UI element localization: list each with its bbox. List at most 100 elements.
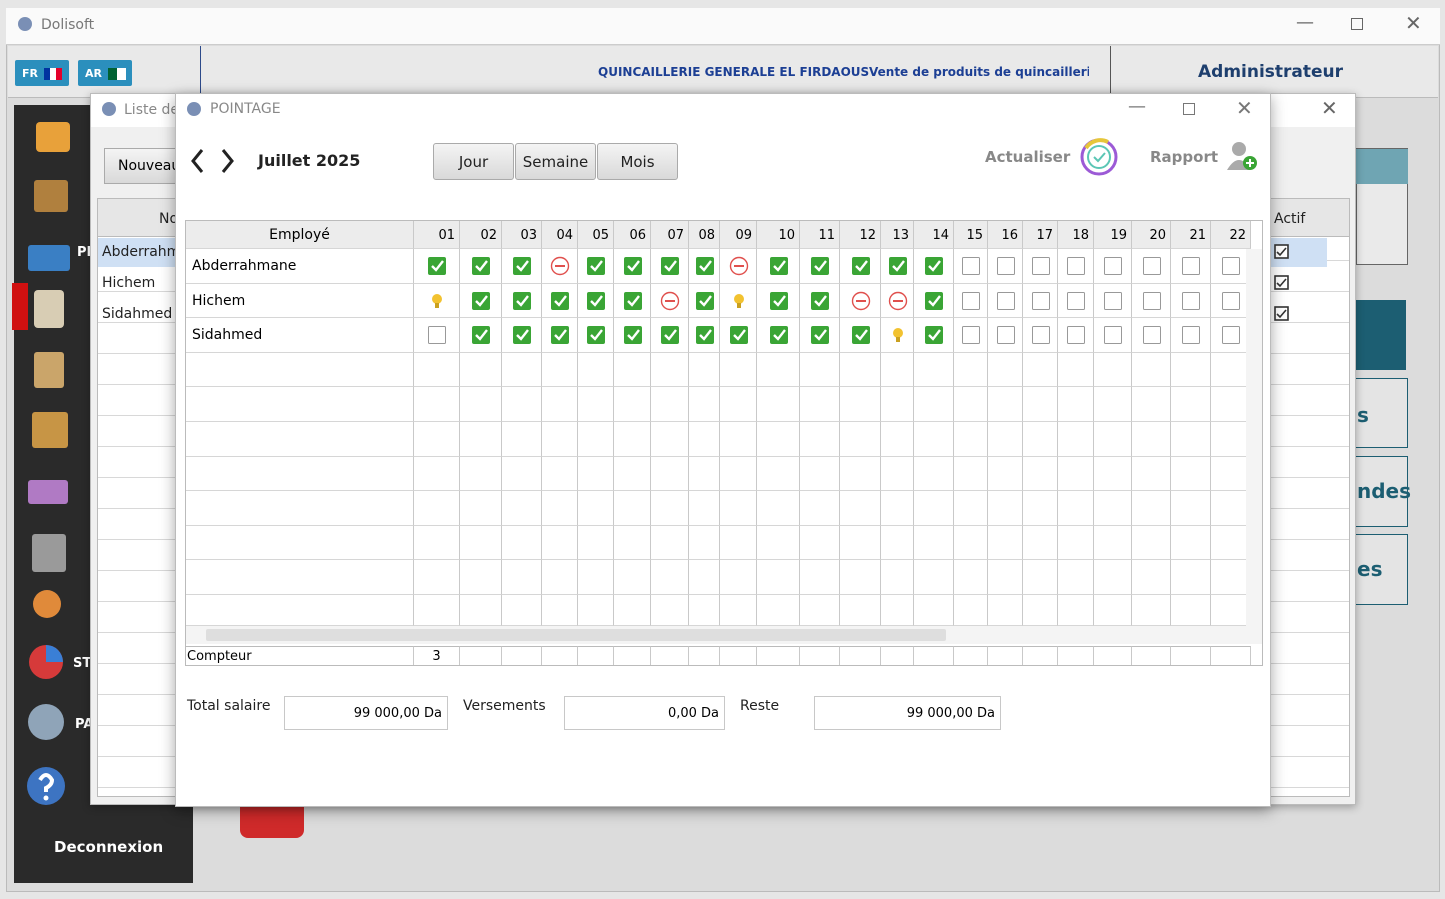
day-cell[interactable] (1058, 249, 1094, 284)
employee-cell[interactable]: Sidahmed (186, 318, 414, 353)
status-icon[interactable] (586, 256, 606, 276)
day-cell[interactable] (988, 318, 1023, 353)
status-icon[interactable] (1221, 256, 1241, 276)
status-icon[interactable] (1142, 325, 1162, 345)
status-icon[interactable] (512, 291, 532, 311)
day-cell[interactable] (578, 318, 614, 353)
day-cell[interactable] (502, 249, 542, 284)
status-icon[interactable] (1031, 325, 1051, 345)
h-scroll-thumb[interactable] (206, 629, 946, 641)
minimize[interactable]: — (1296, 12, 1314, 33)
day-cell[interactable] (414, 318, 460, 353)
status-icon[interactable] (550, 256, 570, 276)
status-icon[interactable] (729, 291, 749, 311)
status-icon[interactable] (660, 256, 680, 276)
day-cell[interactable] (881, 283, 914, 319)
status-icon[interactable] (586, 291, 606, 311)
day-cell[interactable] (988, 249, 1023, 284)
view-button[interactable]: Mois (597, 143, 678, 180)
status-icon[interactable] (695, 325, 715, 345)
day-cell[interactable] (800, 318, 840, 353)
day-cell[interactable] (840, 249, 881, 284)
status-icon[interactable] (1103, 256, 1123, 276)
status-icon[interactable] (695, 256, 715, 276)
status-icon[interactable] (1221, 291, 1241, 311)
lang-fr[interactable]: FR (15, 60, 69, 86)
status-icon[interactable] (1142, 291, 1162, 311)
status-icon[interactable] (550, 291, 570, 311)
day-cell[interactable] (542, 283, 578, 319)
list-row[interactable]: Abderrahm (102, 244, 181, 260)
day-cell[interactable] (1094, 318, 1132, 353)
month-nav[interactable] (187, 147, 247, 175)
view-button[interactable]: Semaine (515, 143, 596, 180)
status-icon[interactable] (1142, 256, 1162, 276)
logout[interactable]: Deconnexion (54, 838, 164, 856)
refresh-icon[interactable] (1078, 136, 1120, 178)
day-cell[interactable] (1023, 249, 1058, 284)
status-icon[interactable] (471, 325, 491, 345)
day-cell[interactable] (689, 249, 720, 284)
employee-cell[interactable]: Hichem (186, 283, 414, 319)
status-icon[interactable] (623, 325, 643, 345)
status-icon[interactable] (888, 325, 908, 345)
day-cell[interactable] (720, 249, 757, 284)
status-icon[interactable] (1103, 325, 1123, 345)
day-cell[interactable] (720, 283, 757, 319)
panel-button[interactable]: ndes (1350, 456, 1411, 527)
day-cell[interactable] (1171, 249, 1211, 284)
day-cell[interactable] (881, 318, 914, 353)
status-icon[interactable] (769, 325, 789, 345)
status-icon[interactable] (996, 256, 1016, 276)
view-button[interactable]: Jour (433, 143, 514, 180)
status-icon[interactable] (660, 325, 680, 345)
status-icon[interactable] (623, 256, 643, 276)
status-icon[interactable] (961, 325, 981, 345)
status-icon[interactable] (427, 325, 447, 345)
close[interactable]: ✕ (1405, 11, 1422, 35)
status-icon[interactable] (623, 291, 643, 311)
status-icon[interactable] (924, 325, 944, 345)
day-cell[interactable] (1023, 283, 1058, 319)
day-cell[interactable] (954, 249, 988, 284)
day-cell[interactable] (1132, 318, 1171, 353)
status-icon[interactable] (810, 256, 830, 276)
day-cell[interactable] (578, 283, 614, 319)
maximize[interactable] (1351, 18, 1363, 30)
day-cell[interactable] (800, 283, 840, 319)
status-icon[interactable] (695, 291, 715, 311)
day-cell[interactable] (502, 283, 542, 319)
status-icon[interactable] (1181, 325, 1201, 345)
close[interactable]: ✕ (1236, 96, 1253, 120)
day-cell[interactable] (1171, 283, 1211, 319)
status-icon[interactable] (660, 291, 680, 311)
new-button[interactable]: Nouveau (104, 148, 184, 184)
status-icon[interactable] (924, 291, 944, 311)
day-cell[interactable] (800, 249, 840, 284)
report-icon[interactable] (1226, 140, 1260, 174)
status-icon[interactable] (996, 291, 1016, 311)
status-icon[interactable] (1103, 291, 1123, 311)
sidebar-label[interactable]: PA (75, 717, 94, 732)
day-cell[interactable] (954, 283, 988, 319)
list-row[interactable]: Sidahmed (102, 306, 173, 322)
day-cell[interactable] (460, 318, 502, 353)
day-cell[interactable] (1058, 283, 1094, 319)
status-icon[interactable] (851, 256, 871, 276)
status-icon[interactable] (888, 256, 908, 276)
report-label[interactable]: Rapport (1150, 148, 1219, 166)
status-icon[interactable] (729, 325, 749, 345)
status-icon[interactable] (586, 325, 606, 345)
status-icon[interactable] (512, 325, 532, 345)
status-icon[interactable] (1066, 256, 1086, 276)
sidebar-label[interactable]: PI (77, 245, 92, 260)
panel-button[interactable]: es (1350, 534, 1408, 605)
status-icon[interactable] (471, 256, 491, 276)
day-cell[interactable] (1023, 318, 1058, 353)
day-cell[interactable] (689, 318, 720, 353)
day-cell[interactable] (1171, 318, 1211, 353)
status-icon[interactable] (1031, 291, 1051, 311)
panel-button[interactable]: s (1350, 378, 1408, 448)
refresh-label[interactable]: Actualiser (985, 148, 1071, 166)
sidebar-label[interactable]: ST (73, 656, 92, 671)
